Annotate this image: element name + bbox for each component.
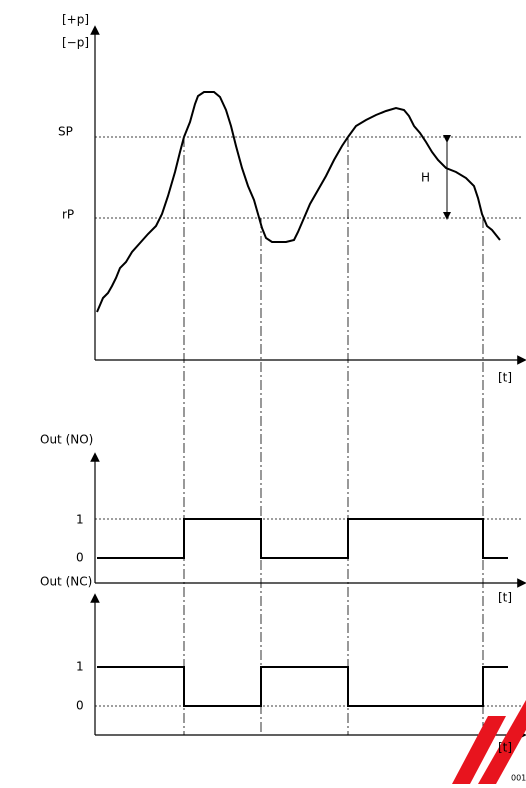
level-value: 1 — [76, 660, 84, 674]
watermark — [452, 716, 506, 784]
figure-code: 001 — [511, 774, 526, 783]
axis-label: [−p] — [62, 36, 89, 50]
level-value: 1 — [76, 513, 84, 527]
level-label: SP — [58, 125, 73, 139]
watermark — [478, 700, 526, 784]
level-label: rP — [62, 208, 74, 222]
axis-label: [t] — [498, 741, 512, 755]
no-signal — [97, 518, 508, 559]
nc-signal — [97, 666, 508, 707]
level-label: H — [421, 171, 430, 185]
pressure-curve — [96, 91, 501, 313]
output-label: Out (NO) — [40, 433, 93, 447]
axis-label: [t] — [498, 591, 512, 605]
axis-label: [t] — [498, 371, 512, 385]
axis-label: [+p] — [62, 13, 89, 27]
level-value: 0 — [76, 551, 84, 565]
level-value: 0 — [76, 699, 84, 713]
output-label: Out (NC) — [40, 575, 92, 589]
